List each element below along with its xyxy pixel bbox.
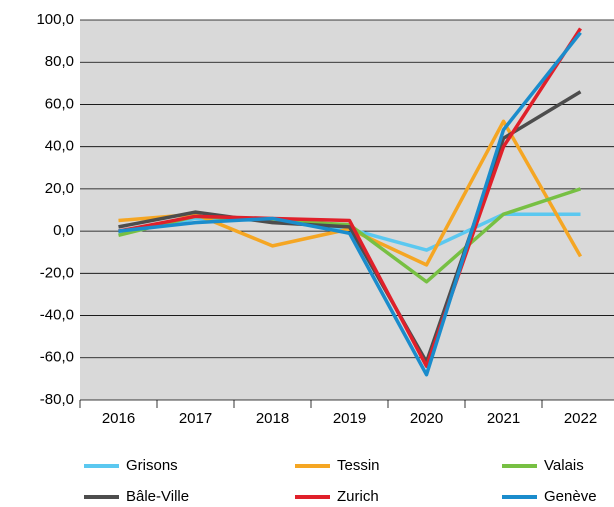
- legend-label: Grisons: [126, 457, 178, 474]
- series-line: [118, 31, 582, 377]
- x-tick-label: 2017: [179, 410, 212, 427]
- x-tick-label: 2020: [410, 410, 443, 427]
- y-tick-label: 20,0: [45, 180, 74, 197]
- y-tick-label: 40,0: [45, 138, 74, 155]
- x-tick-label: 2018: [256, 410, 289, 427]
- x-tick-label: 2022: [564, 410, 597, 427]
- y-tick-label: -60,0: [40, 349, 74, 366]
- series-line: [118, 90, 582, 364]
- y-tick-label: 60,0: [45, 95, 74, 112]
- legend-label: Genève: [544, 488, 597, 505]
- y-tick-label: 0,0: [53, 222, 74, 239]
- legend-label: Bâle-Ville: [126, 488, 189, 505]
- legend-label: Valais: [544, 457, 584, 474]
- x-tick-label: 2016: [102, 410, 135, 427]
- legend-label: Zurich: [337, 488, 379, 505]
- plot-area: [80, 20, 614, 400]
- series-line: [118, 27, 582, 368]
- y-tick-label: 80,0: [45, 53, 74, 70]
- y-tick-label: -80,0: [40, 391, 74, 408]
- y-tick-label: 100,0: [36, 11, 74, 28]
- y-tick-label: -40,0: [40, 307, 74, 324]
- x-tick-label: 2021: [487, 410, 520, 427]
- x-tick-label: 2019: [333, 410, 366, 427]
- y-tick-label: -20,0: [40, 264, 74, 281]
- legend-label: Tessin: [337, 457, 380, 474]
